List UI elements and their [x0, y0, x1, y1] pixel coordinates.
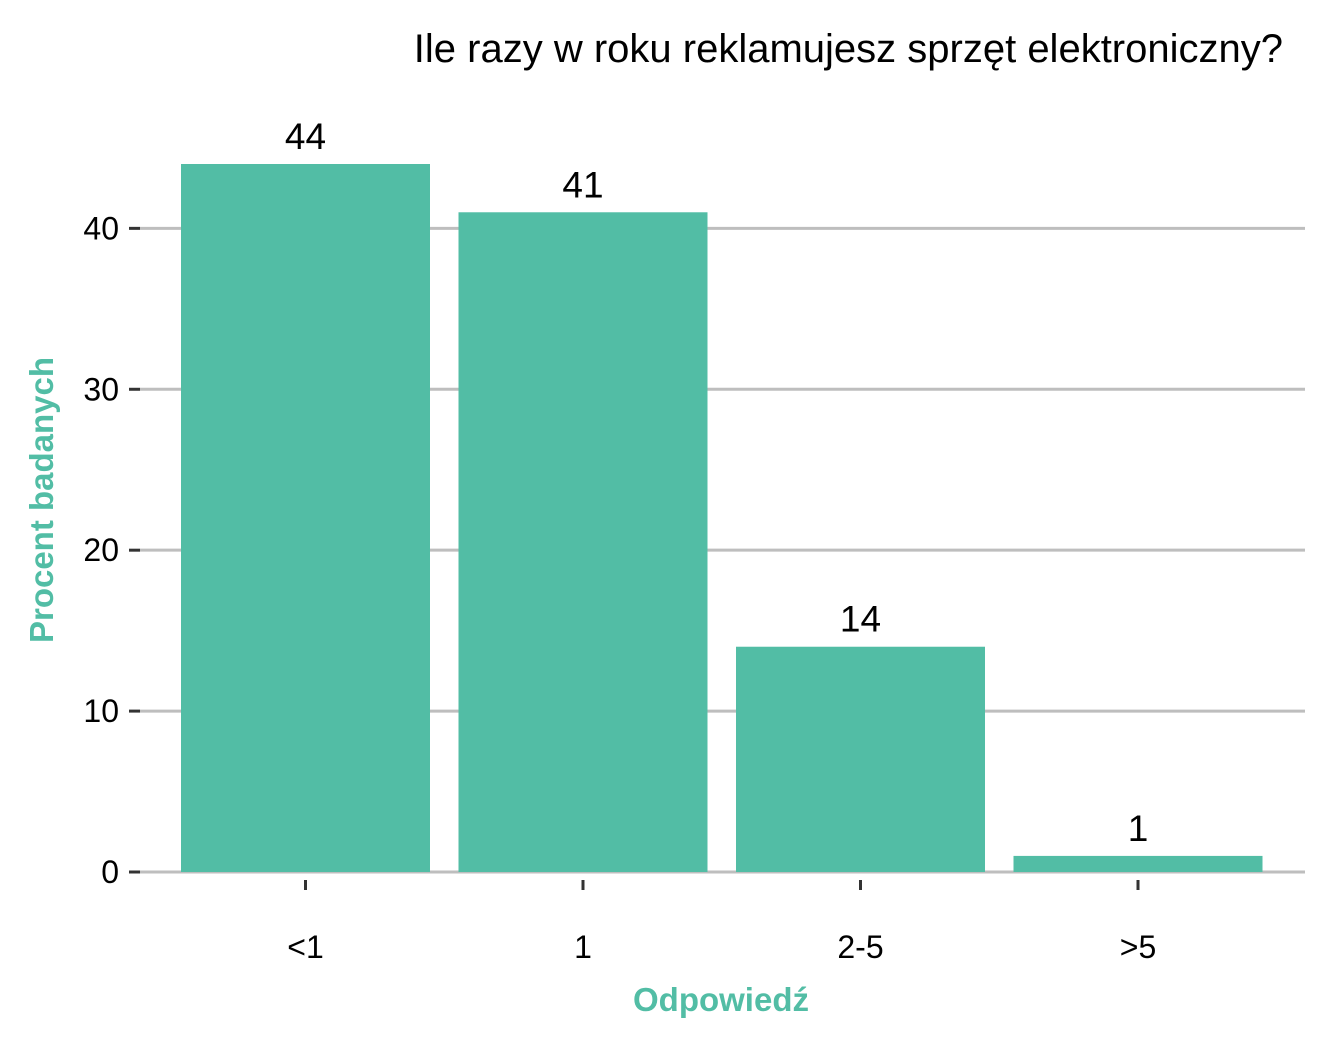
bars [181, 164, 1263, 873]
x-tick-label: >5 [1120, 929, 1156, 965]
y-tick-label: 0 [101, 854, 119, 890]
data-label: 14 [840, 599, 881, 640]
y-tick-label: 10 [83, 693, 119, 729]
bar [458, 212, 708, 873]
y-tick-label: 30 [83, 371, 119, 407]
data-label: 41 [562, 164, 603, 205]
chart-title: Ile razy w roku reklamujesz sprzęt elekt… [414, 27, 1283, 71]
y-tick-label: 20 [83, 532, 119, 568]
x-axis-ticks: <1 1 2-5 >5 [287, 880, 1156, 965]
x-tick-label: <1 [287, 929, 323, 965]
x-tick-label: 2-5 [837, 929, 883, 965]
y-axis-title: Procent badanych [23, 357, 60, 643]
data-label: 44 [285, 116, 326, 157]
data-labels: 44 41 14 1 [285, 116, 1148, 849]
data-label: 1 [1128, 808, 1149, 849]
y-tick-label: 40 [83, 210, 119, 246]
y-axis-ticks: 0 10 20 30 40 [83, 210, 140, 890]
x-tick-label: 1 [574, 929, 592, 965]
x-axis-title: Odpowiedź [633, 981, 809, 1018]
bar [181, 164, 430, 872]
bar [736, 646, 985, 872]
bar [1013, 855, 1263, 872]
